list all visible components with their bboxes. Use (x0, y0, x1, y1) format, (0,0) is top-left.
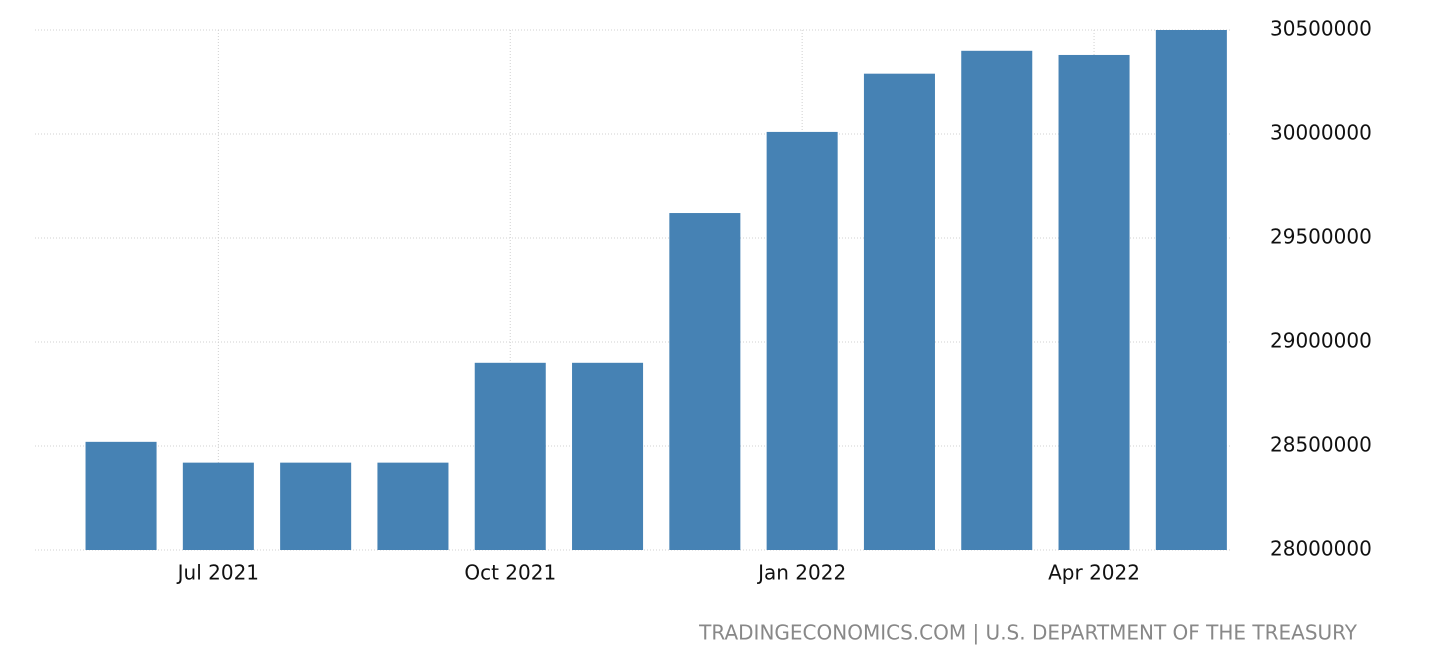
bar (1155, 30, 1227, 550)
y-tick-label: 30500000 (1270, 17, 1372, 41)
bar (474, 362, 546, 550)
source: TRADINGECONOMICS.COM | U.S. DEPARTMENT O… (698, 621, 1358, 645)
x-tick-label: Jan 2022 (756, 561, 846, 585)
bar (85, 441, 157, 550)
bar (766, 131, 838, 551)
bar (377, 462, 449, 550)
bar (280, 462, 352, 550)
x-tick-label: Apr 2022 (1048, 561, 1140, 585)
x-tick-label: Jul 2021 (176, 561, 259, 585)
bar (961, 50, 1033, 551)
bar (572, 362, 644, 550)
y-tick-label: 29500000 (1270, 225, 1372, 249)
bar (1058, 54, 1130, 551)
bar (182, 462, 254, 550)
x-tick-label: Oct 2021 (464, 561, 556, 585)
y-tick-label: 28000000 (1270, 537, 1372, 561)
bar (669, 213, 741, 551)
y-tick-label: 30000000 (1270, 121, 1372, 145)
y-tick-label: 29000000 (1270, 329, 1372, 353)
bar (863, 73, 935, 551)
y-tick-label: 28500000 (1270, 433, 1372, 457)
